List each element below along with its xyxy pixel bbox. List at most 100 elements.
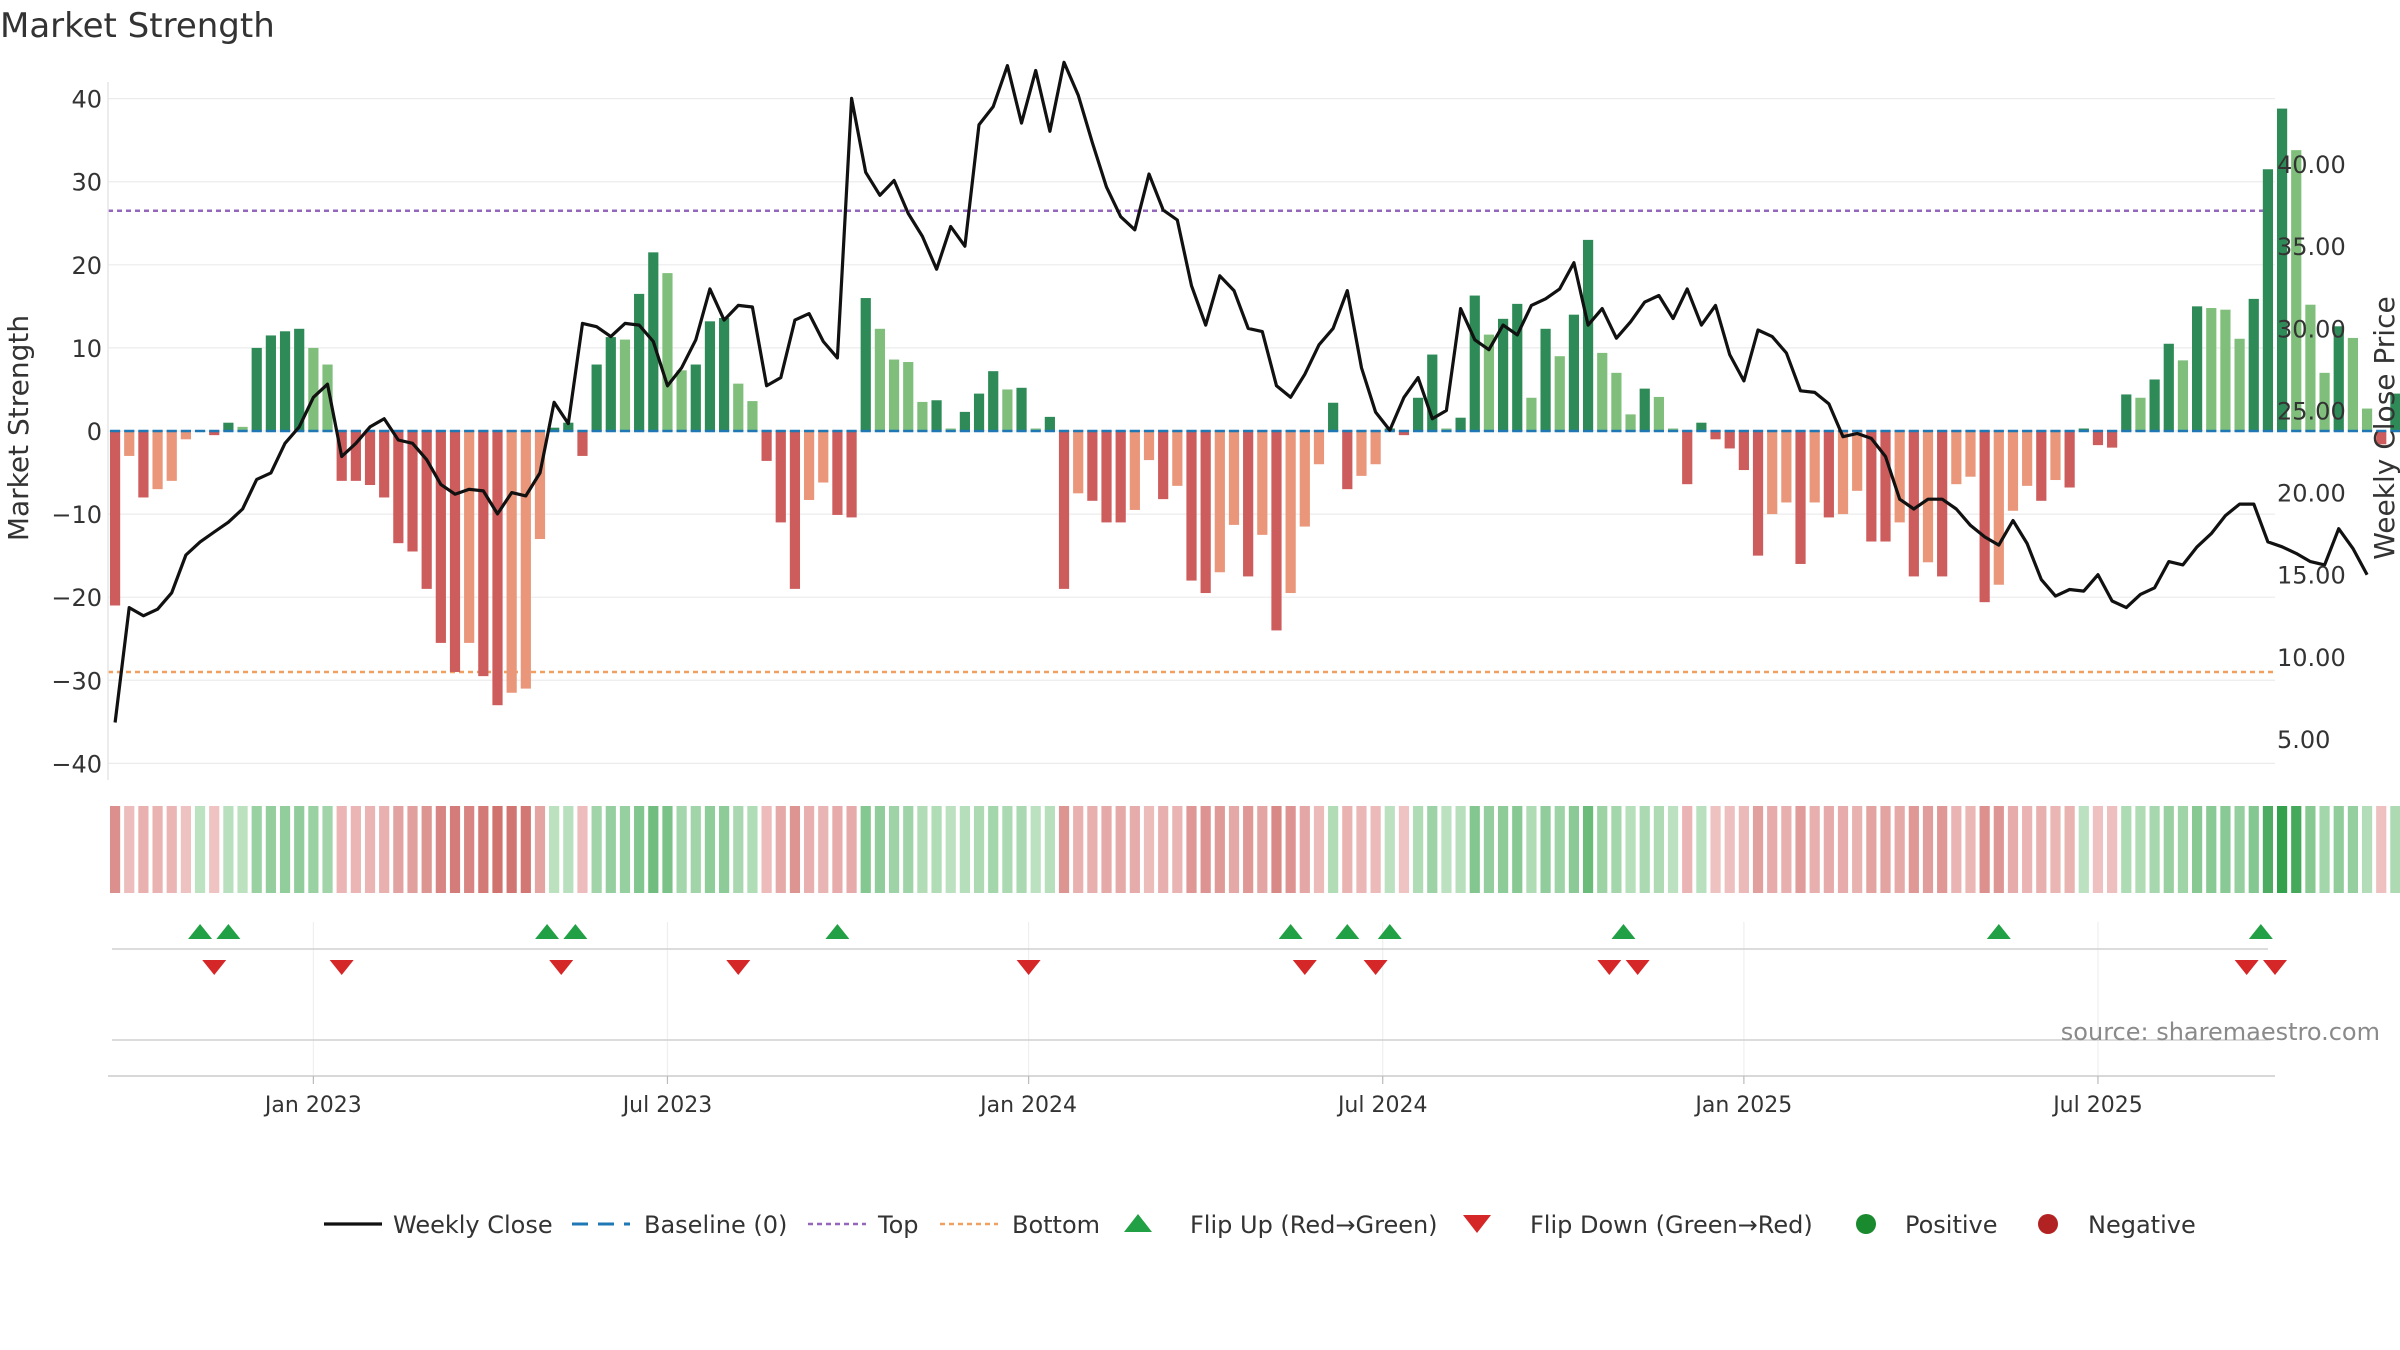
heat-cell [1299,806,1310,893]
strength-bar [591,364,602,431]
right-tick-label: 35.00 [2277,233,2346,261]
strength-bar [449,431,461,672]
heat-cell [2036,806,2047,893]
heat-cell [1158,806,1169,893]
strength-bar [2276,108,2288,431]
heat-cell [690,806,701,893]
strength-bar [1271,431,1282,631]
heat-cell [1257,806,1268,893]
strength-bar [676,370,687,431]
strength-bar [704,321,716,431]
flip-down-marker [2234,960,2259,975]
strength-bar [1497,318,1509,431]
strength-bar [1313,431,1325,465]
strength-bar [803,431,815,500]
strength-bar [2092,431,2104,446]
heat-cell [464,806,475,893]
heat-cell [549,806,560,893]
heat-cell [2206,806,2217,893]
heat-cell [1044,806,1055,893]
strength-bar [1866,431,1877,542]
heat-cell [1682,806,1693,893]
strength-bar [2361,408,2373,431]
strength-bar [2107,431,2118,448]
heat-cell [449,806,461,893]
strength-heat-strip [109,806,2400,893]
heat-cell [2376,806,2387,893]
heat-cell [1611,806,1622,893]
heat-cell [1667,806,1679,893]
strength-bar [1993,431,2004,585]
heat-cell [1214,806,1225,893]
strength-bar [2234,338,2245,431]
legend-flip-down-label: Flip Down (Green→Red) [1530,1211,1813,1239]
heat-cell [2361,806,2373,893]
strength-bar [2036,431,2047,501]
right-tick-label: 10.00 [2277,644,2346,672]
strength-bar [322,364,333,431]
left-axis-label: Market Strength [2,315,35,541]
heat-cell [2291,806,2302,893]
heat-cell [704,806,716,893]
strength-bar [1398,431,1410,436]
strength-bar [563,422,574,431]
legend: Weekly Close Baseline (0) Top Bottom Fli… [324,1211,2196,1239]
strength-bar [733,383,744,431]
strength-bar [237,426,248,431]
heat-cell [1200,806,1211,893]
strength-bar [2007,431,2019,511]
flip-up-marker [1986,924,2011,939]
strength-bar [1427,354,1438,431]
strength-bar [1413,397,1424,431]
strength-bar [109,431,121,606]
heat-cell [393,806,404,893]
strength-bar [1101,431,1112,523]
legend-item-flip-down: Flip Down (Green→Red) [1463,1211,1813,1239]
strength-bar [903,362,914,431]
strength-bar [1200,431,1211,594]
strength-bar [152,431,163,490]
heat-cell [1951,806,1962,893]
heat-cell [1767,806,1778,893]
heat-cell [2234,806,2245,893]
heat-cell [959,806,970,893]
legend-flip-down-icon [1463,1215,1491,1233]
strength-bar [379,431,390,498]
x-tick-label: Jan 2024 [978,1093,1077,1118]
strength-bar [1653,396,1664,431]
legend-negative-dot [2038,1214,2058,1234]
heat-cell [1370,806,1381,893]
strength-bar [634,293,645,431]
heat-cell [322,806,333,893]
heat-cell [1483,806,1495,893]
heat-cell [2107,806,2118,893]
heat-cell [1937,806,1948,893]
heat-cell [1894,806,1905,893]
strength-bar [959,411,970,431]
strength-bar [1908,431,1919,577]
heat-cell [1568,806,1580,893]
heat-cell [1087,806,1098,893]
heat-cell [2007,806,2019,893]
strength-bar [124,431,135,456]
heat-cell [1625,806,1636,893]
legend-positive-dot [1856,1214,1876,1234]
strength-bar [818,431,829,483]
heat-cell [407,806,418,893]
legend-negative-label: Negative [2088,1211,2196,1239]
strength-bar [1342,431,1353,490]
heat-cell [676,806,687,893]
strength-bar [662,273,673,431]
strength-bar [1823,431,1834,518]
strength-bar [1922,431,1934,563]
right-axis-label: Weekly Close Price [2368,296,2400,559]
heat-cell [903,806,914,893]
heat-cell [1597,806,1608,893]
right-tick-label: 5.00 [2277,726,2330,754]
heat-cell [1582,806,1594,893]
heat-cell [1328,806,1339,893]
strength-bar [1158,431,1169,500]
heat-cell [1526,806,1537,893]
heat-cell [1823,806,1834,893]
strength-bar [2347,337,2358,431]
